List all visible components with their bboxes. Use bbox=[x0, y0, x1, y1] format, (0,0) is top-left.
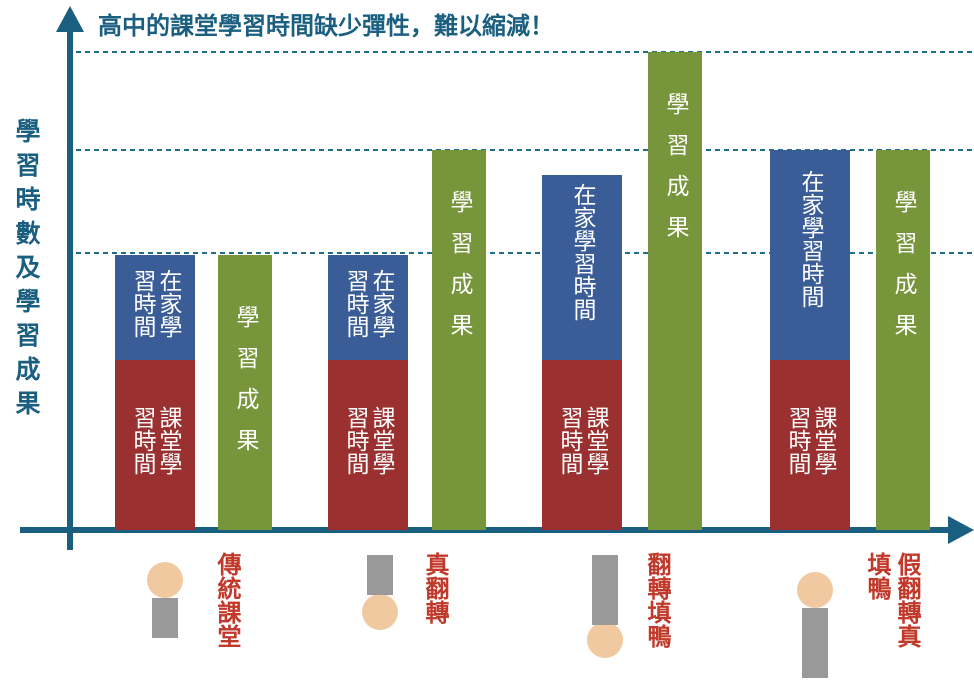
outcome-bar-text: 學習成果 bbox=[890, 190, 916, 354]
outcome-bar-text: 學習成果 bbox=[232, 305, 258, 469]
home-bar-text: 在家學習時間 bbox=[342, 268, 394, 338]
group-label: 真翻轉 bbox=[421, 552, 449, 624]
classroom-bar: 課堂學習時間 bbox=[770, 360, 850, 530]
classroom-bar: 課堂學習時間 bbox=[542, 360, 622, 530]
home-bar: 在家學習時間 bbox=[328, 255, 408, 360]
outcome-bar: 學習成果 bbox=[876, 150, 930, 530]
outcome-bar: 學習成果 bbox=[432, 150, 486, 530]
outcome-bar: 學習成果 bbox=[218, 255, 272, 530]
title: 高中的課堂學習時間缺少彈性，難以縮減！ bbox=[98, 12, 554, 40]
home-bar: 在家學習時間 bbox=[770, 150, 850, 360]
classroom-bar-text: 課堂學習時間 bbox=[129, 406, 181, 475]
outcome-bar-text: 學習成果 bbox=[662, 92, 688, 256]
home-bar-text: 在家學習時間 bbox=[797, 170, 823, 308]
home-bar: 在家學習時間 bbox=[115, 255, 195, 360]
outcome-bar-text: 學習成果 bbox=[446, 190, 472, 354]
figures bbox=[147, 555, 833, 678]
group-label: 翻轉填鴨 bbox=[643, 552, 671, 648]
classroom-bar-text: 課堂學習時間 bbox=[784, 406, 836, 475]
outcome-bar: 學習成果 bbox=[648, 52, 702, 530]
classroom-bar: 課堂學習時間 bbox=[115, 360, 195, 530]
home-bar-text: 在家學習時間 bbox=[569, 182, 595, 321]
home-bar: 在家學習時間 bbox=[542, 175, 622, 360]
classroom-bar: 課堂學習時間 bbox=[328, 360, 408, 530]
y-axis-label: 學習時數及學習成果 bbox=[12, 118, 41, 424]
classroom-bar-text: 課堂學習時間 bbox=[556, 406, 608, 475]
group-label: 傳統課堂 bbox=[213, 552, 241, 648]
classroom-bar-text: 課堂學習時間 bbox=[342, 406, 394, 475]
y-arrow bbox=[56, 6, 84, 32]
home-bar-text: 在家學習時間 bbox=[129, 268, 181, 338]
group-label: 假翻轉真填鴨 bbox=[863, 552, 921, 648]
x-arrow bbox=[948, 516, 974, 544]
